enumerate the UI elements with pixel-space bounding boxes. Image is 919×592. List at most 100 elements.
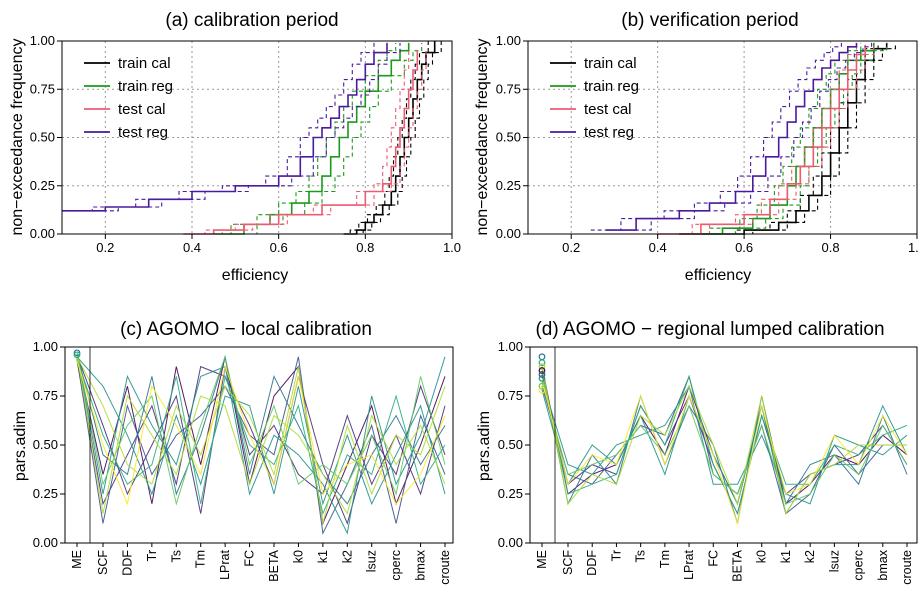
param-label: Tr [609, 550, 623, 561]
param-label: SCF [561, 550, 575, 575]
y-tick-label: 0.00 [33, 535, 58, 550]
x-tick-label: 1.0 [443, 240, 461, 255]
param-label: Tm [658, 550, 672, 568]
param-line [76, 356, 446, 524]
y-tick-label: 1.00 [33, 339, 58, 354]
panel-c-ylabel: pars.adim [12, 411, 29, 481]
panel-a: (a) calibration period 0.2 0.4 0.6 0.8 1.00.… [9, 10, 461, 284]
param-line [76, 360, 446, 506]
param-label: DDF [120, 550, 134, 576]
param-label: bmax [414, 549, 428, 580]
me-point [538, 367, 546, 374]
panel-c: (c) AGOMO − local calibration 0.00 0.25 0.… [12, 319, 454, 585]
param-line [541, 374, 908, 516]
param-label: k0 [755, 550, 769, 563]
param-line [541, 374, 907, 515]
legend-label-test_cal: test cal [118, 101, 166, 118]
param-label: k0 [291, 550, 305, 563]
param-line [541, 370, 908, 524]
panel-c-title: (c) AGOMO − local calibration [120, 319, 372, 340]
x-tick-label: 0.2 [562, 240, 580, 255]
x-tick-label: 0.8 [356, 240, 374, 255]
legend-label-train_cal: train cal [584, 55, 637, 72]
param-label: k2 [803, 550, 817, 563]
y-tick-label: 0.50 [498, 437, 523, 452]
param-label: BETA [731, 549, 745, 581]
plot-frame [64, 346, 454, 544]
panel-b-xlabel: efficiency [685, 267, 751, 284]
panel-d-title: (d) AGOMO − regional lumped calibration [535, 319, 884, 340]
param-label: ME [70, 550, 84, 569]
y-tick-label: 0.75 [496, 81, 521, 96]
y-tick-label: 0.50 [496, 130, 521, 145]
param-label: DDF [585, 550, 599, 576]
y-tick-label: 0.25 [30, 178, 55, 193]
x-tick-label: 1.0 [908, 240, 919, 255]
me-point [538, 353, 546, 361]
param-label: cperc [389, 550, 403, 581]
panel-d-plot: 0.00 0.25 0.50 0.75 1.00 ME SCF DDF Tr Ts Tm LPrat F… [498, 339, 918, 585]
legend-label-test_reg: test reg [584, 124, 634, 141]
param-label: cperc [852, 550, 866, 581]
series-band-train_cal-1 [350, 41, 442, 235]
y-tick-label: 1.00 [30, 33, 55, 48]
series-band-train_reg-1 [692, 42, 888, 235]
me-point [73, 349, 81, 357]
y-tick-label: 0.00 [30, 226, 55, 241]
panel-a-ylabel: non−exceedance frequency [9, 38, 26, 235]
param-label: k1 [779, 550, 793, 563]
me-point [538, 363, 546, 371]
series-line-train_reg [679, 42, 875, 235]
param-label: Tm [194, 550, 208, 568]
panel-b-ylabel: non−exceedance frequency [474, 38, 491, 235]
param-label: croute [900, 550, 914, 585]
panel-b-plot: 0.2 0.4 0.6 0.8 1.0 0.00 0.25 0.50 0.75 1.00 train… [496, 33, 919, 255]
param-label: croute [438, 550, 452, 585]
param-label: lsuz [827, 550, 841, 572]
param-label: FC [706, 550, 720, 567]
param-label: k2 [340, 550, 354, 563]
x-tick-label: 0.4 [183, 240, 201, 255]
panel-a-title: (a) calibration period [165, 10, 338, 31]
x-tick-label: 0.4 [649, 240, 667, 255]
x-tick-label: 0.6 [735, 240, 753, 255]
param-label: BETA [267, 549, 281, 581]
y-tick-label: 0.25 [33, 486, 58, 501]
y-tick-label: 0.25 [498, 486, 523, 501]
me-point [538, 359, 546, 367]
y-tick-label: 0.75 [30, 81, 55, 96]
me-point [538, 382, 546, 390]
y-tick-label: 0.75 [33, 388, 58, 403]
param-label: LPrat [682, 549, 696, 579]
param-line [541, 366, 907, 515]
series-band-test_reg-1 [75, 42, 401, 212]
param-label: Tr [145, 550, 159, 561]
param-line [541, 376, 908, 516]
x-tick-label: 0.8 [822, 240, 840, 255]
panel-a-plot: 0.2 0.4 0.6 0.8 1.0 0.00 0.25 0.50 0.75 1.00 train… [30, 33, 461, 255]
x-tick-label: 0.2 [96, 240, 114, 255]
me-point [73, 351, 81, 359]
param-label: bmax [876, 549, 890, 580]
param-label: Ts [169, 550, 183, 563]
series-line-test_cal [657, 44, 866, 235]
param-line [76, 354, 446, 514]
param-line [541, 378, 908, 526]
param-label: ME [535, 550, 549, 569]
y-tick-label: 0.50 [33, 437, 58, 452]
param-label: k1 [316, 550, 330, 563]
series-band-test_cal-0 [649, 44, 858, 235]
y-tick-label: 0.75 [498, 388, 523, 403]
series-line-train_cal [343, 41, 436, 235]
y-tick-label: 0.50 [30, 130, 55, 145]
legend-label-test_reg: test reg [118, 124, 168, 141]
y-tick-label: 1.00 [498, 339, 523, 354]
series-band-test_reg-0 [590, 42, 842, 231]
param-label: SCF [96, 550, 110, 575]
me-point [538, 374, 546, 382]
param-label: Ts [634, 550, 648, 563]
panel-b-title: (b) verification period [621, 10, 798, 31]
panel-b: (b) verification period 0.20.40.60.81.00… [474, 10, 919, 284]
y-tick-label: 1.00 [496, 33, 521, 48]
panel-d: (d) AGOMO − regional lumped calibration … [476, 319, 918, 585]
